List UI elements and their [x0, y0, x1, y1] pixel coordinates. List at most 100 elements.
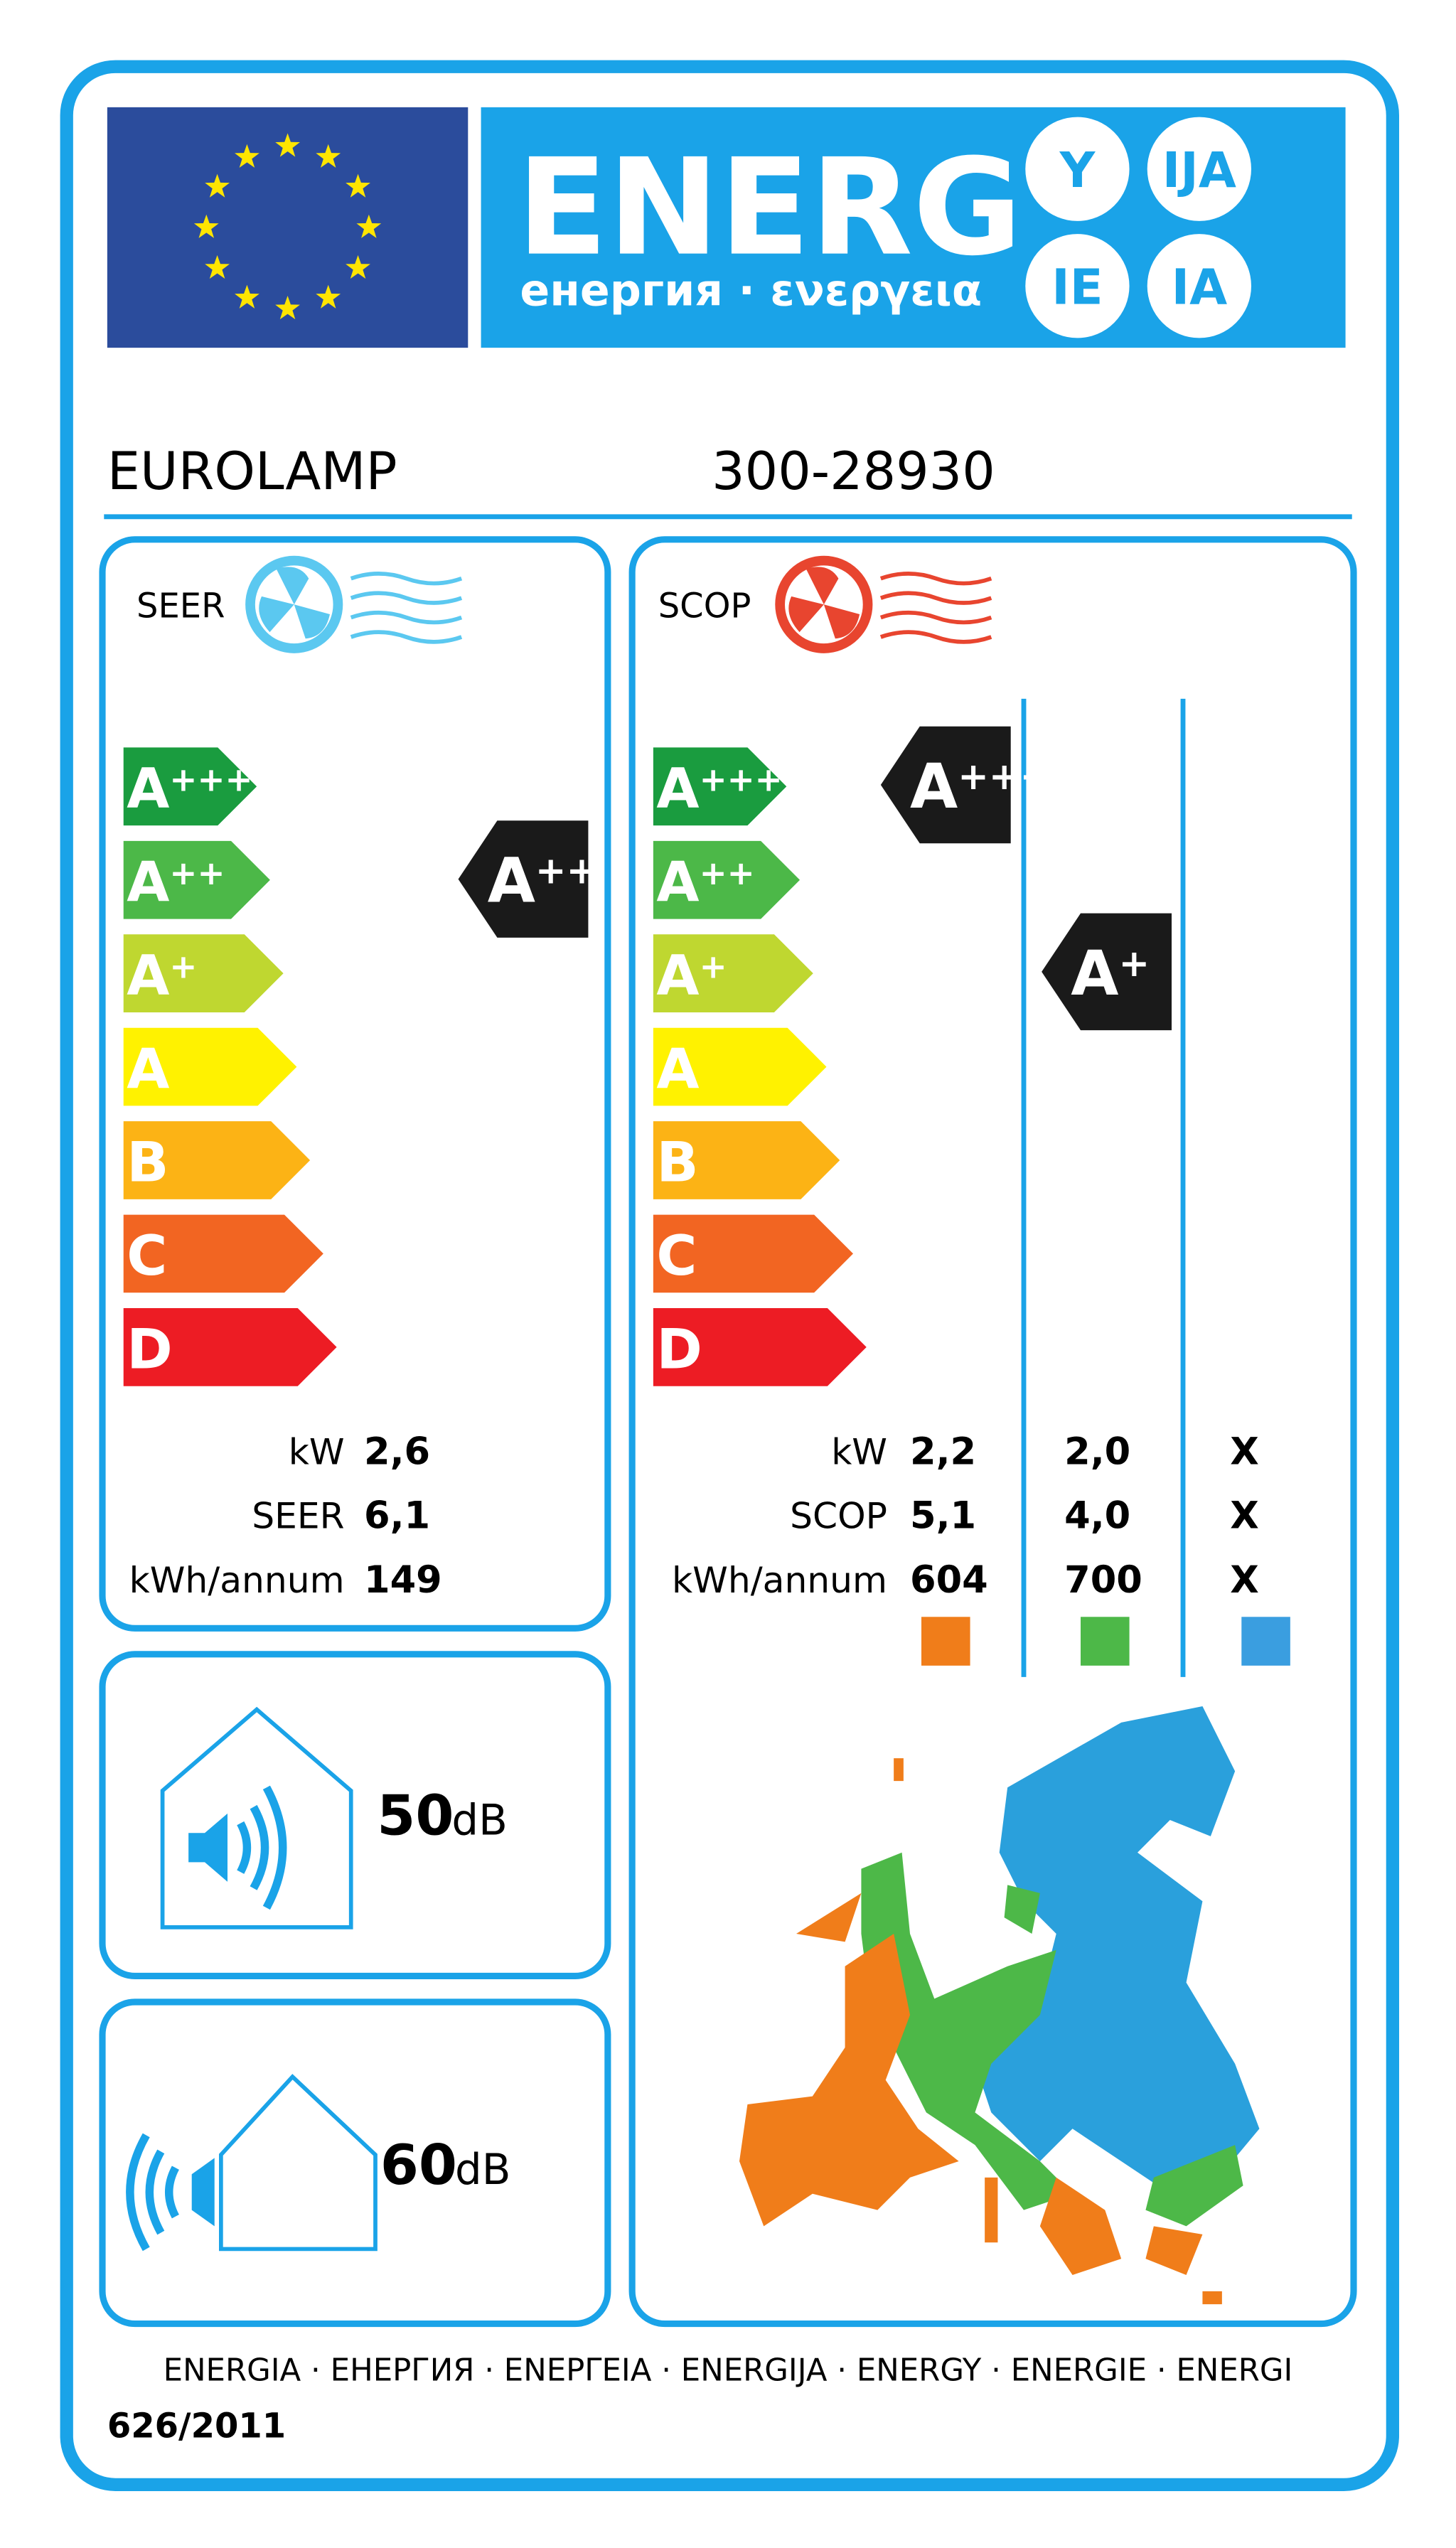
class-label: D — [656, 1318, 702, 1382]
class-letter: D — [656, 1318, 702, 1382]
class-arrow — [123, 1121, 311, 1199]
class-arrow — [653, 1121, 840, 1199]
column-value: 5,1 — [910, 1494, 976, 1538]
outdoor-noise-panel — [99, 1998, 611, 2328]
class-arrow — [123, 934, 284, 1012]
column-value: 4,0 — [1064, 1494, 1130, 1538]
class-arrow — [123, 747, 257, 826]
class-arrow — [123, 840, 270, 919]
star — [193, 214, 219, 238]
indoor-noise-value: 50 — [377, 1784, 454, 1848]
outdoor-icon — [126, 2074, 378, 2252]
class-letter: A — [127, 850, 169, 914]
class-letter: A — [127, 757, 169, 821]
class-label: A+++ — [910, 751, 1051, 823]
indoor-noise-panel — [99, 1651, 611, 1979]
model: 300-28930 — [712, 441, 995, 502]
star — [316, 144, 341, 168]
class-label: C — [656, 1224, 697, 1288]
class-letter: A — [127, 1037, 169, 1101]
class-sup: +++ — [958, 756, 1051, 798]
row-label: kWh/annum — [129, 1559, 345, 1601]
row-label: kW — [831, 1430, 887, 1472]
class-letter: B — [127, 1131, 168, 1195]
class-sup: ++ — [700, 854, 755, 892]
class-letter: A — [656, 1037, 699, 1101]
class-arrow — [653, 1214, 853, 1293]
class-sup: + — [1119, 943, 1150, 985]
class-letter: A — [656, 944, 699, 1008]
class-arrow — [123, 1308, 337, 1386]
heat-fan-icon — [775, 555, 992, 653]
star — [356, 214, 382, 238]
class-label: A++ — [488, 845, 598, 917]
star — [275, 133, 300, 157]
column-value: 700 — [1064, 1558, 1142, 1602]
column-value: 2,2 — [910, 1430, 976, 1473]
star — [205, 255, 230, 279]
class-arrow — [123, 1027, 297, 1106]
star — [235, 284, 259, 309]
class-sup: ++ — [169, 854, 225, 892]
class-letter: A — [656, 850, 699, 914]
suffix-circle — [1147, 234, 1251, 338]
class-letter: C — [656, 1224, 697, 1288]
row-value: 6,1 — [364, 1494, 430, 1538]
outdoor-noise-value: 60 — [380, 2134, 457, 2198]
class-label: A++ — [127, 850, 225, 914]
class-label: A+ — [1071, 938, 1150, 1010]
class-letter: B — [656, 1131, 698, 1195]
column-value: X — [1230, 1558, 1259, 1602]
rating-badge — [880, 726, 1011, 844]
banner-title: ENERG — [517, 131, 1022, 286]
class-label: A — [656, 1037, 699, 1101]
climate-swatch — [1241, 1617, 1290, 1666]
row-label: kWh/annum — [672, 1559, 887, 1601]
class-arrow — [123, 1214, 323, 1293]
star — [205, 173, 230, 198]
class-letter: D — [127, 1318, 173, 1382]
cooling-panel — [99, 536, 611, 1632]
regulation: 626/2011 — [107, 2407, 286, 2446]
class-label: C — [127, 1224, 167, 1288]
class-label: A+++ — [127, 757, 252, 821]
row-label: SCOP — [790, 1495, 887, 1537]
suffix-text: IJA — [1162, 142, 1236, 199]
class-sup: +++ — [169, 761, 252, 799]
class-letter: A — [910, 751, 958, 823]
scop-label: SCOP — [658, 587, 751, 626]
class-letter: C — [127, 1224, 167, 1288]
class-sup: + — [169, 948, 197, 986]
outdoor-noise-unit: dB — [455, 2146, 510, 2195]
heating-panel — [628, 536, 1357, 2328]
class-letter: A — [488, 845, 535, 917]
suffix-text: IE — [1051, 259, 1103, 316]
europe-map — [739, 1706, 1260, 2305]
class-letter: A — [656, 757, 699, 821]
class-label: B — [656, 1131, 698, 1195]
column-value: X — [1230, 1494, 1259, 1538]
row-label: SEER — [252, 1495, 344, 1537]
class-letter: A — [127, 944, 169, 1008]
suffix-text: Y — [1059, 142, 1096, 199]
eu-stars — [193, 133, 382, 320]
class-arrow — [653, 1027, 827, 1106]
class-label: A — [127, 1037, 169, 1101]
rating-badge — [458, 820, 589, 938]
indoor-noise-unit: dB — [451, 1797, 507, 1846]
class-label: A+ — [656, 944, 727, 1008]
class-sup: + — [700, 948, 727, 986]
star — [235, 144, 259, 168]
class-label: A+ — [127, 944, 197, 1008]
class-arrow — [653, 840, 801, 919]
row-value: 149 — [364, 1558, 442, 1602]
column-value: X — [1230, 1430, 1259, 1473]
class-arrow — [653, 747, 787, 826]
suffix-text: IA — [1172, 259, 1228, 316]
class-label: B — [127, 1131, 168, 1195]
indoor-icon — [160, 1706, 353, 1929]
class-label: A+++ — [656, 757, 782, 821]
cool-fan-icon — [245, 555, 463, 653]
row-label: kW — [289, 1430, 345, 1472]
